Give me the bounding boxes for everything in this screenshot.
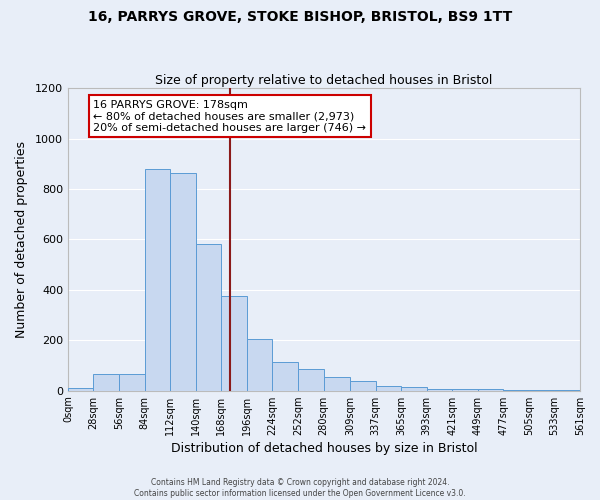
- Bar: [145, 169, 170, 390]
- Bar: [401, 387, 427, 390]
- Bar: [119, 374, 145, 390]
- X-axis label: Distribution of detached houses by size in Bristol: Distribution of detached houses by size …: [170, 442, 477, 455]
- Bar: [247, 339, 272, 390]
- Bar: [376, 386, 401, 390]
- Bar: [170, 172, 196, 390]
- Bar: [221, 296, 247, 390]
- Bar: [272, 362, 298, 390]
- Bar: [196, 244, 221, 390]
- Title: Size of property relative to detached houses in Bristol: Size of property relative to detached ho…: [155, 74, 493, 87]
- Bar: [350, 380, 376, 390]
- Text: Contains HM Land Registry data © Crown copyright and database right 2024.
Contai: Contains HM Land Registry data © Crown c…: [134, 478, 466, 498]
- Bar: [94, 374, 119, 390]
- Bar: [298, 370, 323, 390]
- Text: 16 PARRYS GROVE: 178sqm
← 80% of detached houses are smaller (2,973)
20% of semi: 16 PARRYS GROVE: 178sqm ← 80% of detache…: [94, 100, 367, 132]
- Bar: [68, 388, 94, 390]
- Bar: [323, 377, 350, 390]
- Text: 16, PARRYS GROVE, STOKE BISHOP, BRISTOL, BS9 1TT: 16, PARRYS GROVE, STOKE BISHOP, BRISTOL,…: [88, 10, 512, 24]
- Y-axis label: Number of detached properties: Number of detached properties: [15, 141, 28, 338]
